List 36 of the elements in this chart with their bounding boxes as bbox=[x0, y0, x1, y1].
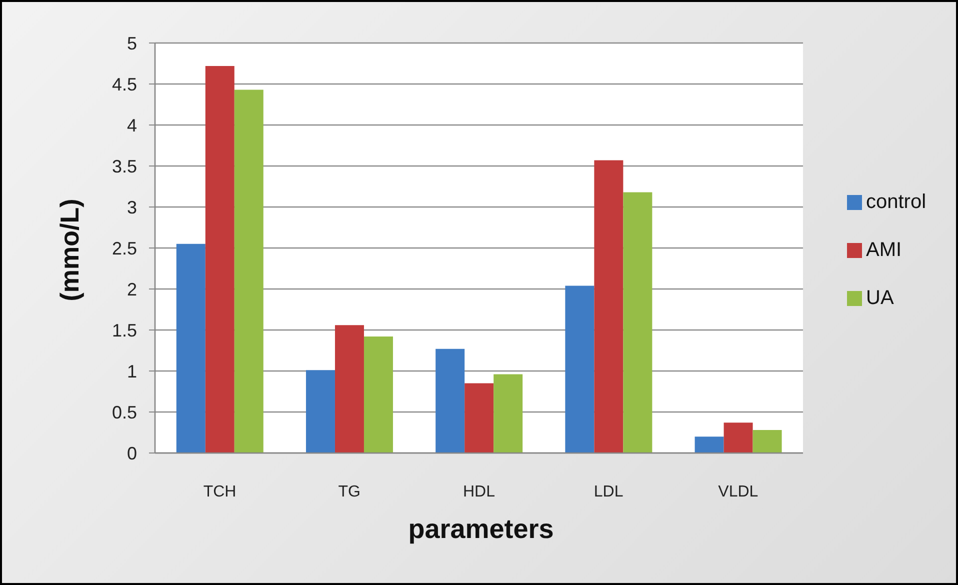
y-tick-label: 1.5 bbox=[112, 320, 137, 340]
bar bbox=[623, 192, 652, 453]
y-tick-label: 3.5 bbox=[112, 156, 137, 176]
bar bbox=[306, 370, 335, 453]
bar bbox=[464, 383, 494, 453]
y-tick-label: 0 bbox=[126, 443, 137, 464]
bar bbox=[176, 244, 206, 453]
y-tick-label: 0.5 bbox=[112, 402, 137, 422]
y-tick-label: 2.5 bbox=[112, 238, 137, 258]
x-tick-label: TCH bbox=[203, 483, 236, 500]
bar bbox=[594, 160, 624, 453]
y-axis-title: (mmo/L) bbox=[54, 198, 86, 302]
legend-label: AMI bbox=[866, 238, 902, 262]
legend-label: UA bbox=[866, 286, 894, 310]
legend-label: control bbox=[866, 190, 926, 214]
bar bbox=[694, 436, 724, 453]
y-tick-label: 2 bbox=[126, 279, 137, 300]
bar bbox=[334, 325, 364, 453]
y-tick-label: 3 bbox=[126, 197, 137, 218]
bar bbox=[752, 430, 782, 453]
bar bbox=[494, 374, 523, 453]
bar bbox=[436, 348, 465, 453]
y-tick-label: 4 bbox=[126, 115, 137, 136]
x-tick-label: HDL bbox=[462, 483, 496, 500]
y-tick-label: 1 bbox=[126, 361, 137, 382]
x-tick-label: LDL bbox=[594, 483, 624, 500]
bar bbox=[205, 66, 234, 453]
x-axis-title: parameters bbox=[407, 514, 555, 545]
bar bbox=[364, 336, 393, 453]
y-tick-label: 5 bbox=[126, 33, 137, 54]
bar bbox=[565, 286, 594, 453]
x-tick-label: TG bbox=[338, 483, 361, 500]
bar bbox=[724, 422, 753, 453]
y-tick-label: 4.5 bbox=[112, 74, 137, 94]
x-tick-label: VLDL bbox=[718, 483, 758, 500]
bar bbox=[234, 90, 264, 453]
